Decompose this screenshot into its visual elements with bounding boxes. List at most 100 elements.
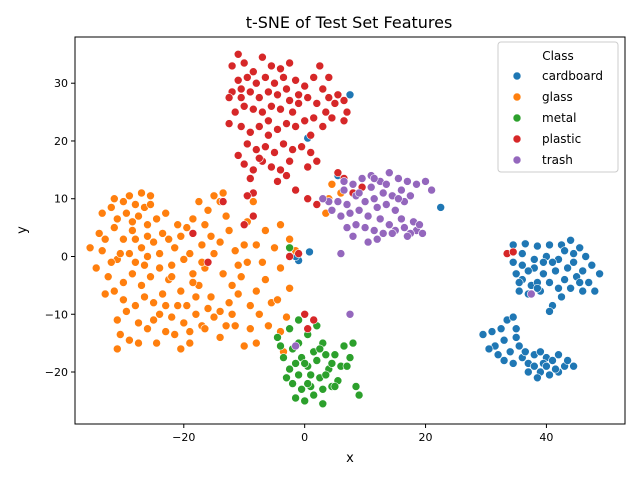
data-point-trash (378, 229, 388, 238)
data-point-metal (327, 359, 337, 368)
data-point-trash (412, 180, 421, 189)
data-point-plastic (294, 99, 303, 108)
data-point-plastic (276, 104, 285, 114)
data-point-trash (403, 177, 412, 186)
data-point-plastic (261, 142, 270, 151)
data-point-glass (152, 214, 161, 224)
data-point-cardboard (584, 278, 594, 287)
data-point-metal (312, 356, 322, 365)
data-point-glass (119, 197, 128, 206)
data-point-glass (143, 220, 152, 229)
data-point-trash (375, 214, 385, 224)
data-point-metal (291, 359, 300, 368)
data-point-glass (131, 257, 140, 267)
data-point-plastic (233, 151, 243, 160)
data-point-plastic (267, 162, 276, 172)
data-point-cardboard (529, 255, 539, 264)
data-point-plastic (270, 148, 279, 157)
y-tick-label: 10 (54, 193, 68, 206)
data-point-plastic (330, 99, 340, 108)
data-point-glass (270, 243, 279, 253)
data-point-cardboard (523, 367, 533, 377)
data-point-cardboard (508, 312, 518, 322)
data-point-glass (167, 312, 176, 322)
data-point-plastic (243, 139, 252, 149)
data-point-plastic (309, 73, 319, 82)
data-point-glass (137, 281, 146, 290)
data-point-glass (122, 307, 131, 316)
data-point-trash (357, 174, 367, 183)
data-point-glass (239, 341, 249, 351)
data-point-metal (294, 370, 303, 380)
data-point-plastic (239, 159, 249, 169)
data-point-glass (251, 240, 261, 250)
data-point-trash (366, 182, 376, 192)
data-point-plastic (306, 148, 316, 157)
data-point-metal (282, 373, 291, 383)
data-point-cardboard (499, 335, 509, 345)
data-point-glass (182, 223, 192, 232)
data-point-trash (381, 200, 391, 209)
data-point-plastic (233, 76, 243, 85)
legend-box (497, 41, 619, 173)
data-point-glass (100, 289, 110, 299)
data-point-trash (372, 203, 382, 212)
data-point-glass (161, 327, 170, 336)
data-point-trash (381, 180, 391, 189)
data-point-glass (149, 315, 158, 325)
data-point-trash (421, 177, 430, 186)
data-point-cardboard (508, 359, 518, 368)
data-point-cardboard (578, 266, 588, 276)
data-point-glass (230, 321, 240, 331)
data-point-glass (97, 208, 107, 218)
data-point-plastic (288, 145, 297, 154)
data-point-trash (372, 234, 382, 244)
data-point-cardboard (496, 324, 506, 334)
data-point-metal (345, 353, 355, 362)
data-point-glass (170, 330, 179, 339)
data-point-cardboard (551, 364, 560, 374)
data-point-glass (261, 275, 270, 284)
data-point-glass (206, 232, 216, 241)
data-point-plastic (342, 107, 352, 117)
data-point-metal (321, 370, 331, 380)
data-point-glass (128, 269, 137, 279)
data-point-metal (291, 393, 300, 403)
data-point-glass (143, 252, 152, 261)
data-point-plastic (303, 93, 313, 102)
data-point-glass (246, 324, 255, 334)
data-point-glass (113, 214, 122, 224)
data-point-cardboard (566, 236, 575, 245)
x-axis-label: x (346, 451, 354, 466)
plot-frame (74, 36, 626, 425)
data-point-trash (384, 220, 394, 229)
data-point-cardboard (587, 260, 597, 270)
data-point-trash (339, 177, 349, 186)
data-point-glass (185, 338, 195, 348)
data-point-plastic (318, 84, 328, 94)
data-point-cardboard (575, 278, 585, 287)
data-point-trash (336, 211, 346, 221)
data-point-glass (85, 243, 95, 253)
legend-label-plastic: plastic (542, 132, 581, 146)
data-point-glass (119, 234, 128, 244)
data-point-plastic (188, 229, 198, 238)
data-point-glass (282, 312, 291, 322)
data-point-metal (297, 384, 306, 394)
data-point-glass (176, 344, 186, 354)
data-point-plastic (285, 96, 294, 105)
data-point-metal (294, 315, 303, 325)
data-point-metal (285, 324, 294, 334)
data-point-glass (103, 272, 113, 282)
data-point-trash (360, 223, 370, 232)
legend-marker-cardboard (512, 71, 522, 81)
data-point-glass (209, 312, 219, 322)
data-point-plastic (333, 90, 343, 100)
data-point-cardboard (345, 90, 355, 100)
data-point-trash (390, 206, 400, 215)
legend-label-trash: trash (542, 153, 573, 167)
data-point-metal (300, 359, 310, 368)
data-point-glass (203, 206, 213, 215)
data-point-plastic (251, 78, 261, 88)
data-point-glass (215, 333, 225, 342)
